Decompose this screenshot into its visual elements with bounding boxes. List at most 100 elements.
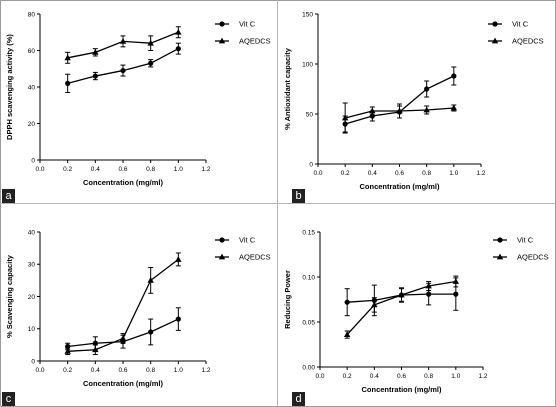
panel-letter-c: c xyxy=(2,392,15,406)
data-point-triangle xyxy=(452,278,460,284)
panel-a: 0.0 0.2 0.4 0.6 0.8 1.0 1.2 0 20 40 60 80 Concentrat… xyxy=(0,0,277,203)
data-point-triangle xyxy=(450,104,458,111)
y-axis-label: Reducing Power xyxy=(283,270,292,329)
data-point-triangle xyxy=(371,301,378,308)
x-tick-label: 0.6 xyxy=(118,166,127,173)
legend-label: AQEDCS xyxy=(239,253,271,262)
x-tick-label: 0.8 xyxy=(422,170,431,177)
data-point-triangle xyxy=(147,39,154,46)
data-point-triangle xyxy=(175,256,182,262)
x-tick-label: 0.8 xyxy=(146,367,155,374)
data-point-triangle xyxy=(119,335,127,341)
x-tick-label: 1.0 xyxy=(451,373,460,380)
x-tick-label: 0.2 xyxy=(343,373,352,380)
legend-marker-circle xyxy=(492,21,498,27)
legend-label: Vit C xyxy=(512,20,529,29)
x-tick-label: 0.0 xyxy=(35,367,44,374)
y-tick-label: 0.10 xyxy=(302,274,315,281)
panel-letter-b: b xyxy=(292,189,305,203)
panel-d: 0.0 0.2 0.4 0.6 0.8 1.0 1.2 0.00 0.05 0.10 0.15 Con… xyxy=(278,204,555,407)
panel-b: 0.0 0.2 0.4 0.6 0.8 1.0 1.2 0 50 100 150 Concentrat… xyxy=(278,0,555,203)
y-axis-label: % Antioxidant capacity xyxy=(283,47,292,130)
y-tick-label: 40 xyxy=(28,229,36,236)
x-tick-label: 0.0 xyxy=(315,373,324,380)
legend-marker-triangle xyxy=(218,37,226,44)
y-tick-label: 50 xyxy=(306,111,314,118)
data-point-circle xyxy=(175,316,181,322)
legend-label: AQEDCS xyxy=(517,253,549,262)
data-point-triangle xyxy=(341,114,349,121)
y-axis-label: % Scavenging capacity xyxy=(5,254,14,338)
data-point-circle xyxy=(451,73,457,79)
y-tick-label: 0.05 xyxy=(302,319,315,326)
x-tick-label: 0.8 xyxy=(146,166,155,173)
x-tick-label: 0.0 xyxy=(35,166,44,173)
data-point-circle xyxy=(92,73,98,79)
data-point-triangle xyxy=(92,48,99,55)
legend-marker-circle xyxy=(219,21,225,27)
legend-marker-circle xyxy=(219,237,225,243)
panel-letter-a: a xyxy=(2,189,15,203)
data-point-triangle xyxy=(92,346,99,353)
x-axis-label: Concentration (mg/ml) xyxy=(83,379,164,388)
y-tick-label: 20 xyxy=(28,121,36,128)
y-tick-label: 20 xyxy=(28,294,36,301)
x-tick-label: 1.2 xyxy=(478,373,487,380)
data-point-triangle xyxy=(398,291,405,298)
data-point-circle xyxy=(344,299,350,305)
legend-marker-triangle xyxy=(491,37,499,44)
data-point-circle xyxy=(148,60,154,66)
data-point-triangle xyxy=(369,107,376,114)
data-point-circle xyxy=(426,291,432,297)
data-point-triangle xyxy=(175,28,182,35)
x-tick-label: 1.2 xyxy=(201,367,210,374)
chart-b: 0.0 0.2 0.4 0.6 0.8 1.0 1.2 0 50 100 150 Concentrat… xyxy=(283,11,544,191)
y-tick-label: 0.00 xyxy=(302,364,315,371)
legend-marker-triangle xyxy=(496,253,504,260)
legend-label: Vit C xyxy=(239,236,256,245)
data-point-triangle xyxy=(423,106,430,113)
y-tick-label: 80 xyxy=(28,11,36,18)
x-tick-label: 0.8 xyxy=(424,373,433,380)
data-point-triangle xyxy=(64,54,71,61)
chart-c: 0.0 0.2 0.4 0.6 0.8 1.0 1.2 0 10 20 30 40 Concentrat… xyxy=(5,229,271,388)
x-tick-label: 0.6 xyxy=(118,367,127,374)
data-point-circle xyxy=(424,86,430,92)
data-point-circle xyxy=(120,67,126,74)
y-tick-label: 100 xyxy=(302,61,313,68)
x-tick-label: 0.4 xyxy=(91,367,100,374)
panel-c: 0.0 0.2 0.4 0.6 0.8 1.0 1.2 0 10 20 30 40 Concentrat… xyxy=(0,204,277,407)
y-tick-label: 40 xyxy=(28,84,36,91)
data-point-circle xyxy=(175,46,181,52)
x-tick-label: 1.0 xyxy=(174,166,183,173)
panel-letter-d: d xyxy=(292,392,305,406)
legend-marker-triangle xyxy=(218,253,226,260)
x-tick-label: 1.2 xyxy=(476,170,485,177)
y-axis-label: DPPH scavenging activity (%) xyxy=(5,34,14,140)
x-axis-label: Concentration (mg/ml) xyxy=(360,182,441,191)
x-axis-label: Concentration (mg/ml) xyxy=(362,385,443,394)
data-point-circle xyxy=(453,291,459,297)
x-tick-label: 0.0 xyxy=(313,170,322,177)
data-point-triangle xyxy=(425,282,432,289)
data-point-triangle xyxy=(147,276,154,283)
panel-divider-horizontal xyxy=(0,203,556,204)
x-tick-label: 0.2 xyxy=(63,166,72,173)
y-tick-label: 0 xyxy=(309,161,313,168)
x-tick-label: 0.6 xyxy=(397,373,406,380)
legend-label: Vit C xyxy=(239,20,256,29)
legend-marker-circle xyxy=(497,237,503,243)
data-point-circle xyxy=(65,80,71,86)
data-point-circle xyxy=(148,329,154,335)
x-tick-label: 1.2 xyxy=(201,166,210,173)
x-tick-label: 0.6 xyxy=(395,170,404,177)
x-tick-label: 0.4 xyxy=(368,170,377,177)
x-tick-label: 0.4 xyxy=(370,373,379,380)
y-tick-label: 60 xyxy=(28,48,36,55)
x-tick-label: 1.0 xyxy=(174,367,183,374)
data-point-triangle xyxy=(396,107,403,114)
y-tick-label: 10 xyxy=(28,326,36,333)
legend-label: AQEDCS xyxy=(512,37,544,46)
y-tick-label: 30 xyxy=(28,262,36,269)
legend-label: Vit C xyxy=(517,236,534,245)
